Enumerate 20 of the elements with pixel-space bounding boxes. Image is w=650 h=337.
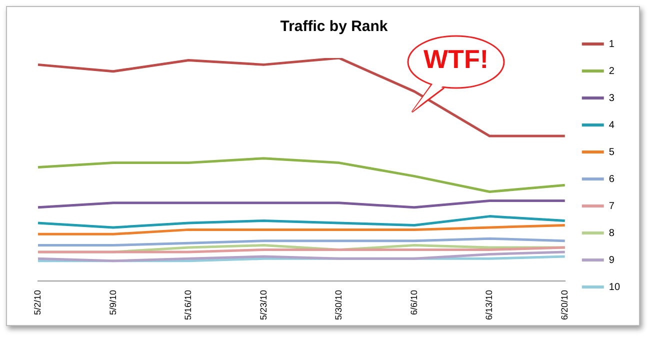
chart-title: Traffic by Rank — [280, 18, 388, 36]
legend-label: 3 — [608, 92, 615, 104]
x-tick-label: 6/20/10 — [559, 290, 570, 320]
legend-label: 8 — [608, 228, 615, 239]
x-tick-label: 5/23/10 — [258, 290, 268, 320]
legend-label: 2 — [608, 66, 615, 77]
x-tick-label: 6/6/10 — [408, 290, 419, 316]
legend-label: 10 — [608, 282, 620, 293]
legend-label: 7 — [608, 200, 615, 212]
x-tick-label: 6/13/10 — [484, 290, 494, 320]
legend-label: 6 — [608, 174, 615, 185]
x-tick-label: 5/2/10 — [32, 290, 42, 316]
annotation: WTF! — [422, 44, 490, 75]
legend-label: 1 — [608, 38, 615, 50]
x-tick-label: 5/9/10 — [108, 290, 118, 316]
x-tick-label: 5/30/10 — [334, 290, 344, 320]
x-tick-label: 5/16/10 — [183, 290, 194, 320]
legend-label: 4 — [608, 120, 615, 131]
legend-label: 5 — [608, 146, 615, 158]
legend-label: 9 — [608, 254, 615, 266]
